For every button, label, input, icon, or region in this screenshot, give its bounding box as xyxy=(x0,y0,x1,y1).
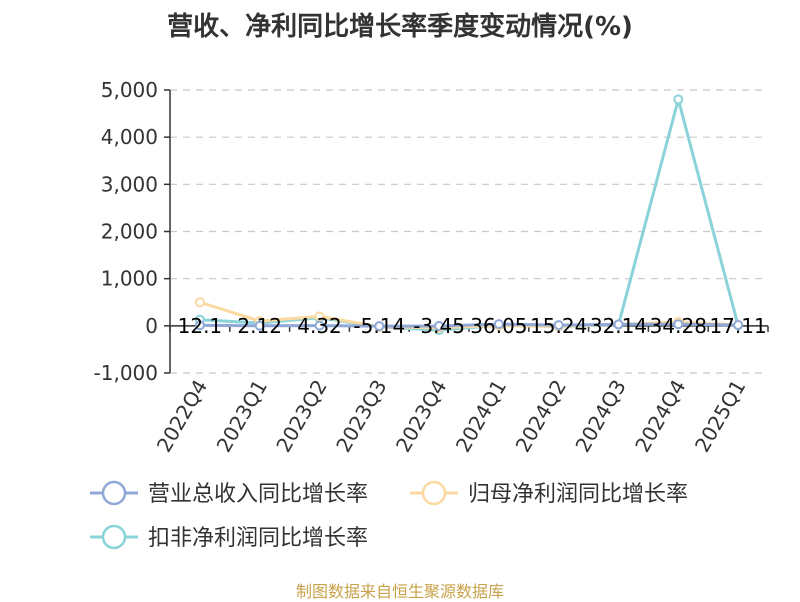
data-label: 17.11 xyxy=(709,314,766,338)
x-axis: 2022Q4 2023Q1 2023Q2 2023Q3 2023Q4 2024Q1 2024… xyxy=(152,325,769,457)
x-tick-label: 2024Q1 xyxy=(451,376,511,457)
y-tick-label: 1,000 xyxy=(101,267,158,291)
data-point[interactable] xyxy=(673,94,684,105)
x-tick-label: 2023Q1 xyxy=(212,376,272,457)
series-line-2 xyxy=(199,97,740,332)
legend-marker xyxy=(101,480,127,506)
chart-title: 营收、净利同比增长率季度变动情况(%) xyxy=(167,12,633,42)
data-point[interactable] xyxy=(673,319,684,330)
data-label: -5.14 xyxy=(353,314,405,338)
data-point[interactable] xyxy=(553,320,564,331)
y-tick-label: 0 xyxy=(145,314,158,338)
data-label: 34.28 xyxy=(650,314,707,338)
data-label: 36.05 xyxy=(470,314,527,338)
data-labels: 12.1 2.12 4.32 -5.14 -3.45 36.05 15.24 32.14 34.… xyxy=(178,314,767,338)
data-label: 4.32 xyxy=(297,314,342,338)
legend-label: 归母净利润同比增长率 xyxy=(468,482,688,507)
x-tick-label: 2024Q4 xyxy=(630,376,690,457)
legend-item-0[interactable]: 营业总收入同比增长率 xyxy=(90,480,368,507)
y-axis: 5,000 4,000 3,000 2,000 1,000 0 -1,000 xyxy=(94,78,171,385)
x-tick-label: 2024Q2 xyxy=(511,376,571,457)
x-tick-label: 2023Q4 xyxy=(391,375,451,456)
data-point[interactable] xyxy=(254,320,265,331)
data-point[interactable] xyxy=(194,297,205,308)
data-label: 15.24 xyxy=(530,314,587,338)
data-point[interactable] xyxy=(314,320,325,331)
legend-marker xyxy=(101,524,127,550)
legend-item-2[interactable]: 扣非净利润同比增长率 xyxy=(90,524,368,551)
y-tick-label: 3,000 xyxy=(101,172,158,196)
series-layer xyxy=(194,94,744,336)
data-point[interactable] xyxy=(434,320,445,331)
x-tick-label: 2024Q3 xyxy=(570,376,630,457)
x-tick-label: 2023Q2 xyxy=(271,376,331,457)
legend-label: 营业总收入同比增长率 xyxy=(148,482,368,507)
y-tick-label: -1,000 xyxy=(94,361,158,385)
y-tick-label: 5,000 xyxy=(101,78,158,102)
legend-item-1[interactable]: 归母净利润同比增长率 xyxy=(410,480,688,507)
y-tick-label: 4,000 xyxy=(101,125,158,149)
data-point[interactable] xyxy=(493,319,504,330)
data-label: 32.14 xyxy=(590,314,647,338)
data-point[interactable] xyxy=(194,320,205,331)
x-tick-label: 2023Q3 xyxy=(331,376,391,457)
data-label: 12.1 xyxy=(178,314,223,338)
data-label: -3.45 xyxy=(413,314,465,338)
data-label: 2.12 xyxy=(237,314,282,338)
x-tick-label: 2022Q4 xyxy=(152,376,212,457)
legend-marker xyxy=(421,480,447,506)
legend-label: 扣非净利润同比增长率 xyxy=(148,526,368,551)
data-point[interactable] xyxy=(314,311,325,322)
source-note: 制图数据来自恒生聚源数据库 xyxy=(295,582,504,601)
y-tick-label: 2,000 xyxy=(101,220,158,244)
data-point[interactable] xyxy=(613,319,624,330)
x-tick-label: 2025Q1 xyxy=(690,376,750,457)
data-point[interactable] xyxy=(733,320,744,331)
data-point[interactable] xyxy=(374,321,385,332)
series-line-0 xyxy=(199,322,739,328)
